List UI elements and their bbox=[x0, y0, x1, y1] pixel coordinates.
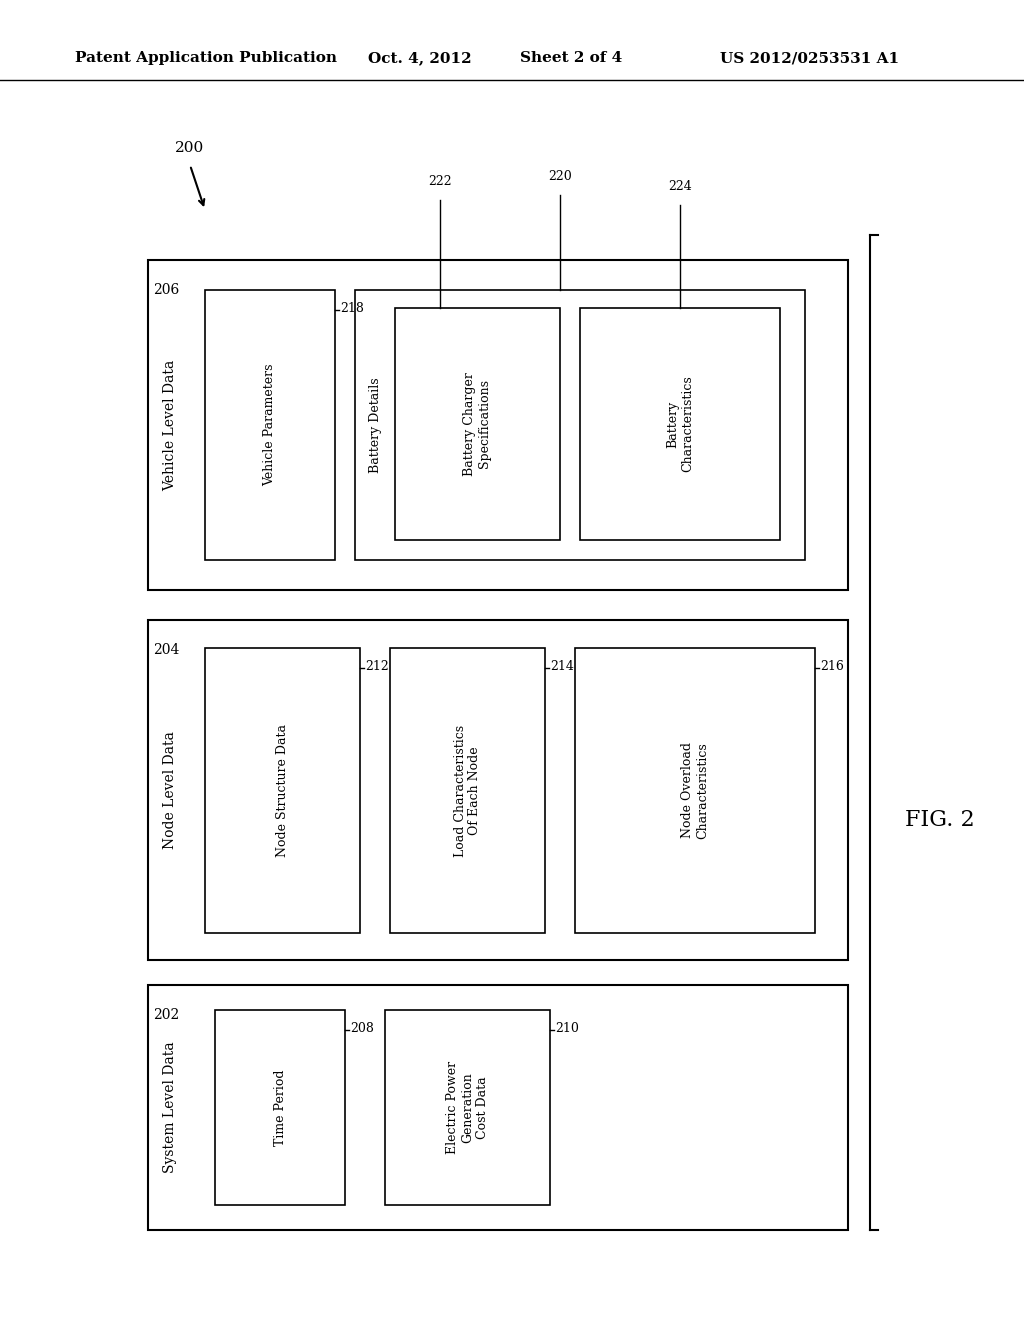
Bar bbox=[205, 648, 360, 933]
Text: Time Period: Time Period bbox=[273, 1069, 287, 1146]
Bar bbox=[355, 290, 805, 560]
Text: Electric Power
Generation
Cost Data: Electric Power Generation Cost Data bbox=[446, 1061, 489, 1154]
Text: 208: 208 bbox=[350, 1022, 374, 1035]
Text: US 2012/0253531 A1: US 2012/0253531 A1 bbox=[720, 51, 899, 65]
Bar bbox=[215, 1010, 345, 1205]
Bar bbox=[390, 648, 545, 933]
Text: Patent Application Publication: Patent Application Publication bbox=[75, 51, 337, 65]
Text: Load Characteristics
Of Each Node: Load Characteristics Of Each Node bbox=[454, 725, 481, 857]
Bar bbox=[395, 308, 560, 540]
Bar bbox=[205, 290, 335, 560]
Text: 218: 218 bbox=[340, 301, 364, 314]
Text: Battery
Characteristics: Battery Characteristics bbox=[666, 376, 694, 473]
Bar bbox=[148, 985, 848, 1230]
Text: 204: 204 bbox=[153, 643, 179, 657]
Text: Node Overload
Characteristics: Node Overload Characteristics bbox=[681, 742, 709, 840]
Text: Vehicle Level Data: Vehicle Level Data bbox=[163, 359, 177, 491]
Text: 210: 210 bbox=[555, 1022, 579, 1035]
Text: FIG. 2: FIG. 2 bbox=[905, 809, 975, 832]
Text: 222: 222 bbox=[428, 176, 452, 187]
Text: Node Structure Data: Node Structure Data bbox=[276, 723, 289, 857]
Text: System Level Data: System Level Data bbox=[163, 1041, 177, 1173]
Bar bbox=[580, 308, 780, 540]
Text: 220: 220 bbox=[548, 170, 571, 183]
Text: Battery Details: Battery Details bbox=[369, 378, 382, 473]
Text: 224: 224 bbox=[668, 180, 692, 193]
Text: Vehicle Parameters: Vehicle Parameters bbox=[263, 364, 276, 486]
Text: Oct. 4, 2012: Oct. 4, 2012 bbox=[368, 51, 472, 65]
Bar bbox=[575, 648, 815, 933]
Text: 216: 216 bbox=[820, 660, 844, 672]
Text: 206: 206 bbox=[153, 282, 179, 297]
Text: 202: 202 bbox=[153, 1008, 179, 1022]
Bar bbox=[148, 260, 848, 590]
Bar bbox=[148, 620, 848, 960]
Bar bbox=[385, 1010, 550, 1205]
Text: 200: 200 bbox=[175, 141, 204, 154]
Text: 214: 214 bbox=[550, 660, 573, 672]
Text: Sheet 2 of 4: Sheet 2 of 4 bbox=[520, 51, 623, 65]
Text: Node Level Data: Node Level Data bbox=[163, 731, 177, 849]
Text: Battery Charger
Specifications: Battery Charger Specifications bbox=[464, 372, 492, 477]
Text: 212: 212 bbox=[365, 660, 389, 672]
